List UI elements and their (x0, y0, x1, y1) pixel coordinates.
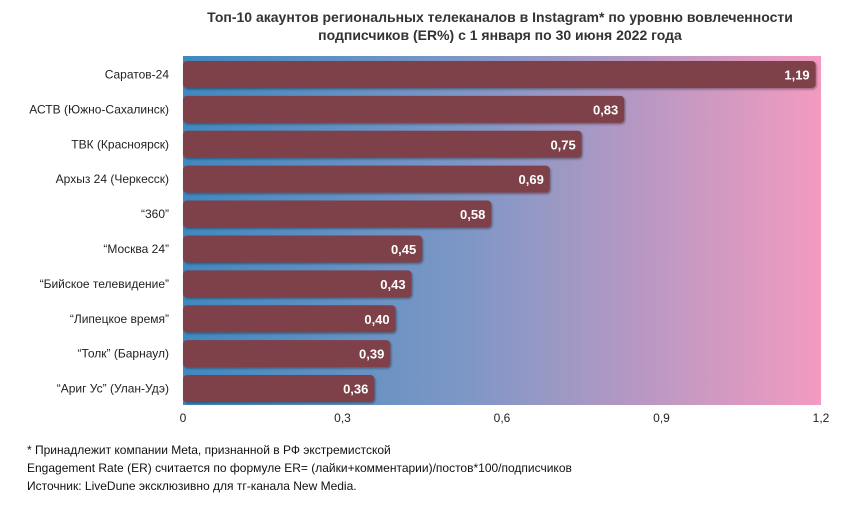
chart-title: Топ-10 акаунтов региональных телеканалов… (150, 8, 850, 44)
x-tick-label-3: 0,6 (494, 411, 511, 425)
chart-title-line-2: подписчиков (ER%) с 1 января по 30 июня … (318, 27, 682, 43)
bar-4 (183, 165, 550, 193)
footnote-meta: * Принадлежит компании Meta, признанной … (27, 443, 391, 457)
x-tick-label-2: 0,3 (334, 411, 351, 425)
footnote-source: Источник: LiveDune эксклюзивно для тг-ка… (27, 479, 357, 493)
bar-chart: 1,19 0,83 0,75 0,69 0,58 0,45 0,43 0,40 0,39 0,36… (29, 56, 830, 425)
category-label-7: “Бийское телевидение” (40, 277, 169, 291)
bar-6 (183, 235, 423, 263)
category-label-2: АСТВ (Южно-Сахалинск) (29, 102, 169, 116)
category-label-6: “Москва 24” (103, 242, 169, 256)
bar-value-label-6: 0,45 (391, 242, 416, 257)
bar-value-label-9: 0,39 (359, 347, 384, 362)
bar-3 (183, 130, 582, 158)
bar-value-label-10: 0,36 (343, 382, 368, 397)
bar-5 (183, 200, 492, 228)
chart-title-line-1: Топ-10 акаунтов региональных телеканалов… (207, 9, 793, 25)
x-tick-label-4: 0,9 (653, 411, 670, 425)
bar-value-label-2: 0,83 (593, 102, 618, 117)
category-label-3: ТВК (Красноярск) (71, 137, 169, 151)
bar-value-label-1: 1,19 (784, 67, 809, 82)
bar-value-label-4: 0,69 (519, 172, 544, 187)
bar-2 (183, 95, 625, 123)
footnotes: * Принадлежит компании Meta, признанной … (27, 441, 572, 495)
bar-8 (183, 305, 396, 333)
bar-value-label-7: 0,43 (380, 277, 405, 292)
bar-7 (183, 270, 412, 298)
bar-1 (183, 60, 816, 88)
category-label-4: Архыз 24 (Черкесск) (56, 172, 169, 186)
bar-10 (183, 375, 375, 403)
bar-value-label-3: 0,75 (550, 137, 575, 152)
bar-9 (183, 340, 391, 368)
x-tick-label-5: 1,2 (813, 411, 830, 425)
category-label-10: “Ариг Ус” (Улан-Удэ) (57, 382, 169, 396)
bar-value-label-8: 0,40 (364, 312, 389, 327)
footnote-er-formula: Engagement Rate (ER) считается по формул… (27, 461, 572, 475)
category-label-1: Саратов-24 (105, 67, 170, 81)
category-label-5: “360” (141, 207, 169, 221)
category-label-9: “Толк” (Барнаул) (78, 347, 170, 361)
x-tick-label-1: 0 (180, 411, 187, 425)
category-label-8: “Липецкое время” (70, 312, 169, 326)
bar-value-label-5: 0,58 (460, 207, 485, 222)
